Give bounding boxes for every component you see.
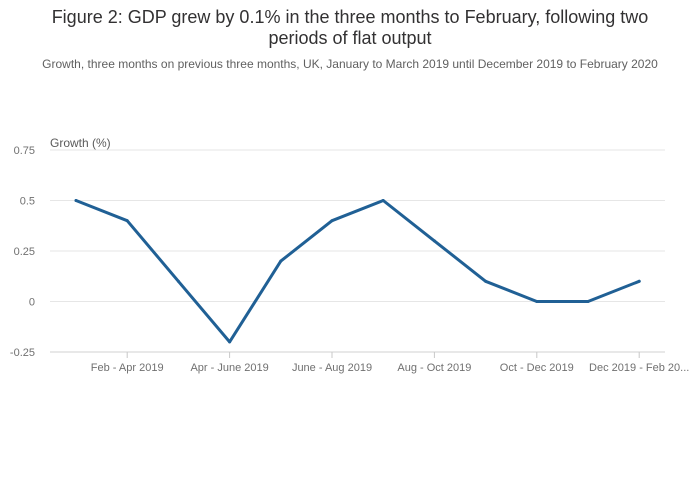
y-tick-label: 0.5	[20, 196, 35, 208]
y-tick-label: -0.25	[10, 347, 35, 359]
series-line	[74, 199, 641, 344]
y-axis-label: Growth (%)	[50, 136, 111, 150]
data-point[interactable]	[330, 219, 334, 223]
x-tick-label: Apr - June 2019	[190, 362, 268, 374]
y-tick-label: 0.25	[14, 246, 35, 258]
x-tick-label: Oct - Dec 2019	[500, 362, 574, 374]
x-tick-label: Feb - Apr 2019	[91, 362, 164, 374]
x-tick-label: Dec 2019 - Feb 20...	[589, 362, 689, 374]
data-point[interactable]	[279, 259, 283, 263]
data-point[interactable]	[228, 340, 232, 344]
series-group	[74, 199, 641, 344]
data-point[interactable]	[74, 199, 78, 202]
chart-title: Figure 2: GDP grew by 0.1% in the three …	[51, 7, 649, 48]
y-tick-label: 0	[29, 297, 35, 309]
y-tick-label: 0.75	[14, 145, 35, 157]
data-point[interactable]	[484, 279, 488, 283]
x-axis-ticks: Feb - Apr 2019 Apr - June 2019 June - Aug …	[91, 352, 689, 374]
chart-subtitle: Growth, three months on previous three m…	[42, 57, 658, 71]
x-tick-label: Aug - Oct 2019	[397, 362, 471, 374]
data-point[interactable]	[381, 199, 385, 202]
data-point[interactable]	[432, 239, 436, 243]
data-point[interactable]	[176, 279, 180, 283]
data-point[interactable]	[586, 300, 590, 303]
x-tick-label: June - Aug 2019	[292, 362, 372, 374]
data-point[interactable]	[637, 279, 641, 283]
data-point[interactable]	[535, 300, 539, 303]
gridlines	[50, 149, 665, 353]
data-point[interactable]	[125, 219, 129, 223]
y-axis-ticks: 0.75 0.5 0.25 0 -0.25	[10, 145, 35, 359]
